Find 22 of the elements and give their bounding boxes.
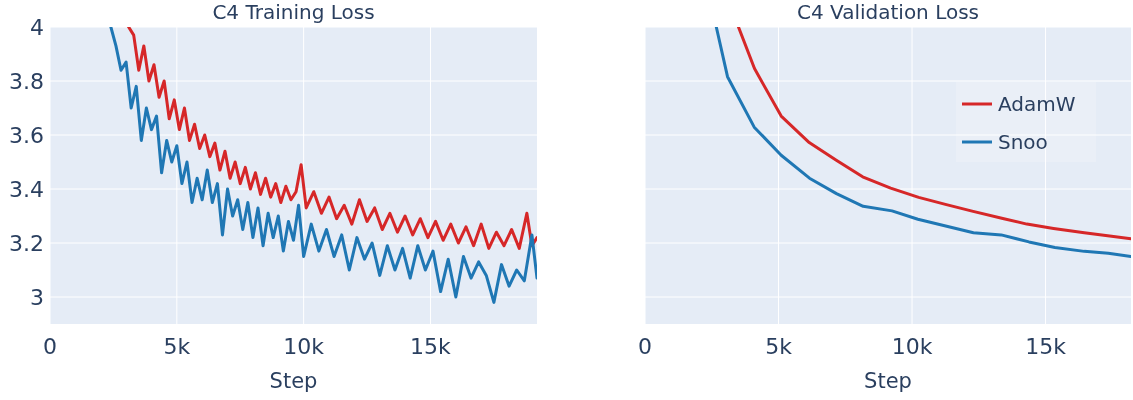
x-tick-label: 0 <box>638 334 652 359</box>
x-axis-title: Step <box>269 369 318 393</box>
y-tick-label: 3.2 <box>9 230 44 256</box>
chart-title: C4 Validation Loss <box>796 0 980 24</box>
x-tick-label: 15k <box>410 334 452 359</box>
chart-title: C4 Training Loss <box>212 0 375 24</box>
line-series <box>127 27 537 250</box>
y-tick-label: 3.4 <box>9 176 44 202</box>
x-tick-label: 10k <box>283 334 325 359</box>
y-tick-label: 4 <box>30 14 44 40</box>
x-axis-title: Step <box>864 369 912 393</box>
legend-label: Snoo <box>998 130 1048 154</box>
x-tick-label: 5k <box>765 334 793 359</box>
x-tick-label: 15k <box>1025 334 1067 359</box>
x-tick-label: 10k <box>891 334 933 359</box>
y-tick-label: 3.6 <box>9 122 44 148</box>
x-tick-label: 5k <box>163 334 191 359</box>
x-tick-label: 0 <box>43 334 57 359</box>
line-series <box>109 27 537 304</box>
y-tick-label: 3 <box>30 284 44 310</box>
y-tick-label: 3.8 <box>9 68 44 94</box>
legend-label: AdamW <box>998 92 1076 116</box>
